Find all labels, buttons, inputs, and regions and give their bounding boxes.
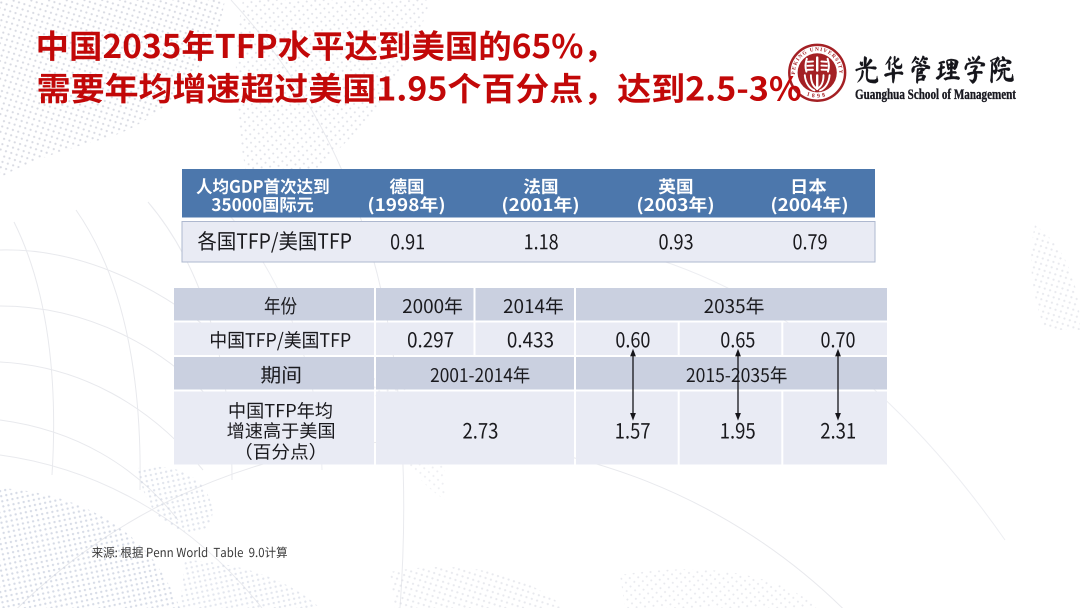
svg-text:1898: 1898: [806, 92, 829, 100]
svg-text:Guanghua School of Management: Guanghua School of Management: [855, 87, 1016, 103]
